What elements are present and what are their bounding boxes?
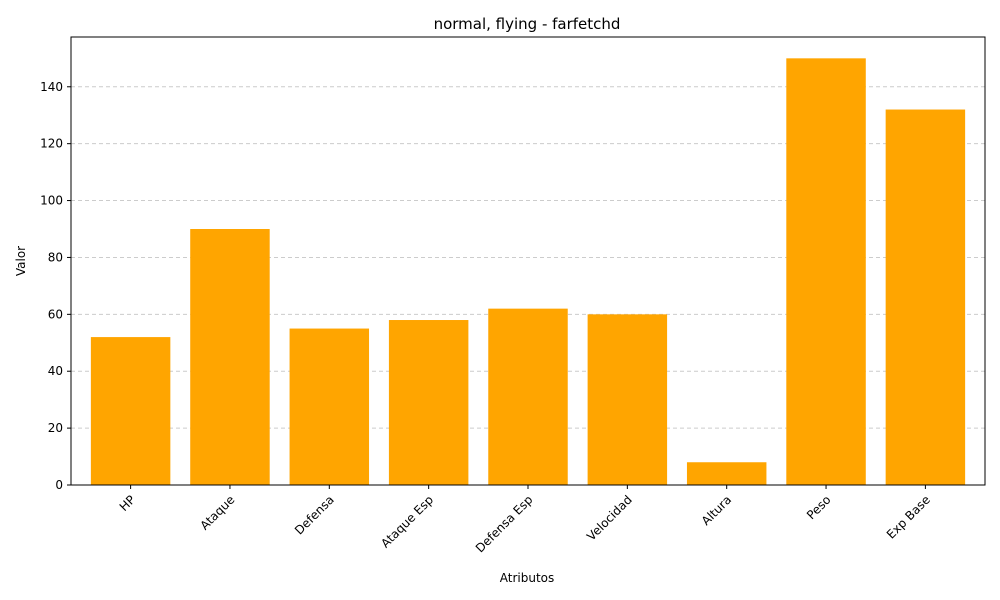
y-tick-label: 0 bbox=[55, 478, 63, 492]
y-tick-label: 20 bbox=[48, 421, 63, 435]
x-tick-label: Ataque bbox=[197, 493, 237, 533]
bar bbox=[488, 308, 568, 485]
x-tick-label: HP bbox=[117, 493, 138, 514]
bars bbox=[90, 58, 966, 486]
y-tick-label: 120 bbox=[40, 137, 63, 151]
x-tick-label: Ataque Esp bbox=[378, 493, 436, 551]
bar bbox=[289, 328, 370, 485]
bar bbox=[786, 58, 866, 485]
y-axis-label: Valor bbox=[14, 246, 28, 276]
x-tick-label: Peso bbox=[804, 493, 834, 523]
bar bbox=[885, 109, 966, 486]
chart-title: normal, flying - farfetchd bbox=[434, 15, 621, 33]
y-tick-label: 140 bbox=[40, 80, 63, 94]
bar bbox=[686, 462, 767, 485]
y-tick-label: 80 bbox=[48, 250, 63, 264]
y-tick-label: 40 bbox=[48, 364, 63, 378]
bar bbox=[190, 229, 270, 485]
y-axis-ticks: 0 20 40 60 80 100 120 140 bbox=[40, 80, 71, 492]
x-tick-label: Exp Base bbox=[884, 493, 933, 542]
y-tick-label: 60 bbox=[48, 307, 63, 321]
x-axis-ticks: HP Ataque Defensa Ataque Esp Defensa Esp Velo… bbox=[117, 485, 933, 555]
y-tick-label: 100 bbox=[40, 194, 63, 208]
bar bbox=[388, 320, 469, 485]
x-tick-label: Altura bbox=[699, 493, 734, 528]
x-tick-label: Velocidad bbox=[584, 493, 635, 544]
x-tick-label: Defensa bbox=[292, 493, 337, 538]
bar bbox=[587, 314, 668, 485]
x-tick-label: Defensa Esp bbox=[473, 493, 536, 556]
x-axis-label: Atributos bbox=[500, 571, 555, 585]
bar bbox=[90, 337, 171, 485]
